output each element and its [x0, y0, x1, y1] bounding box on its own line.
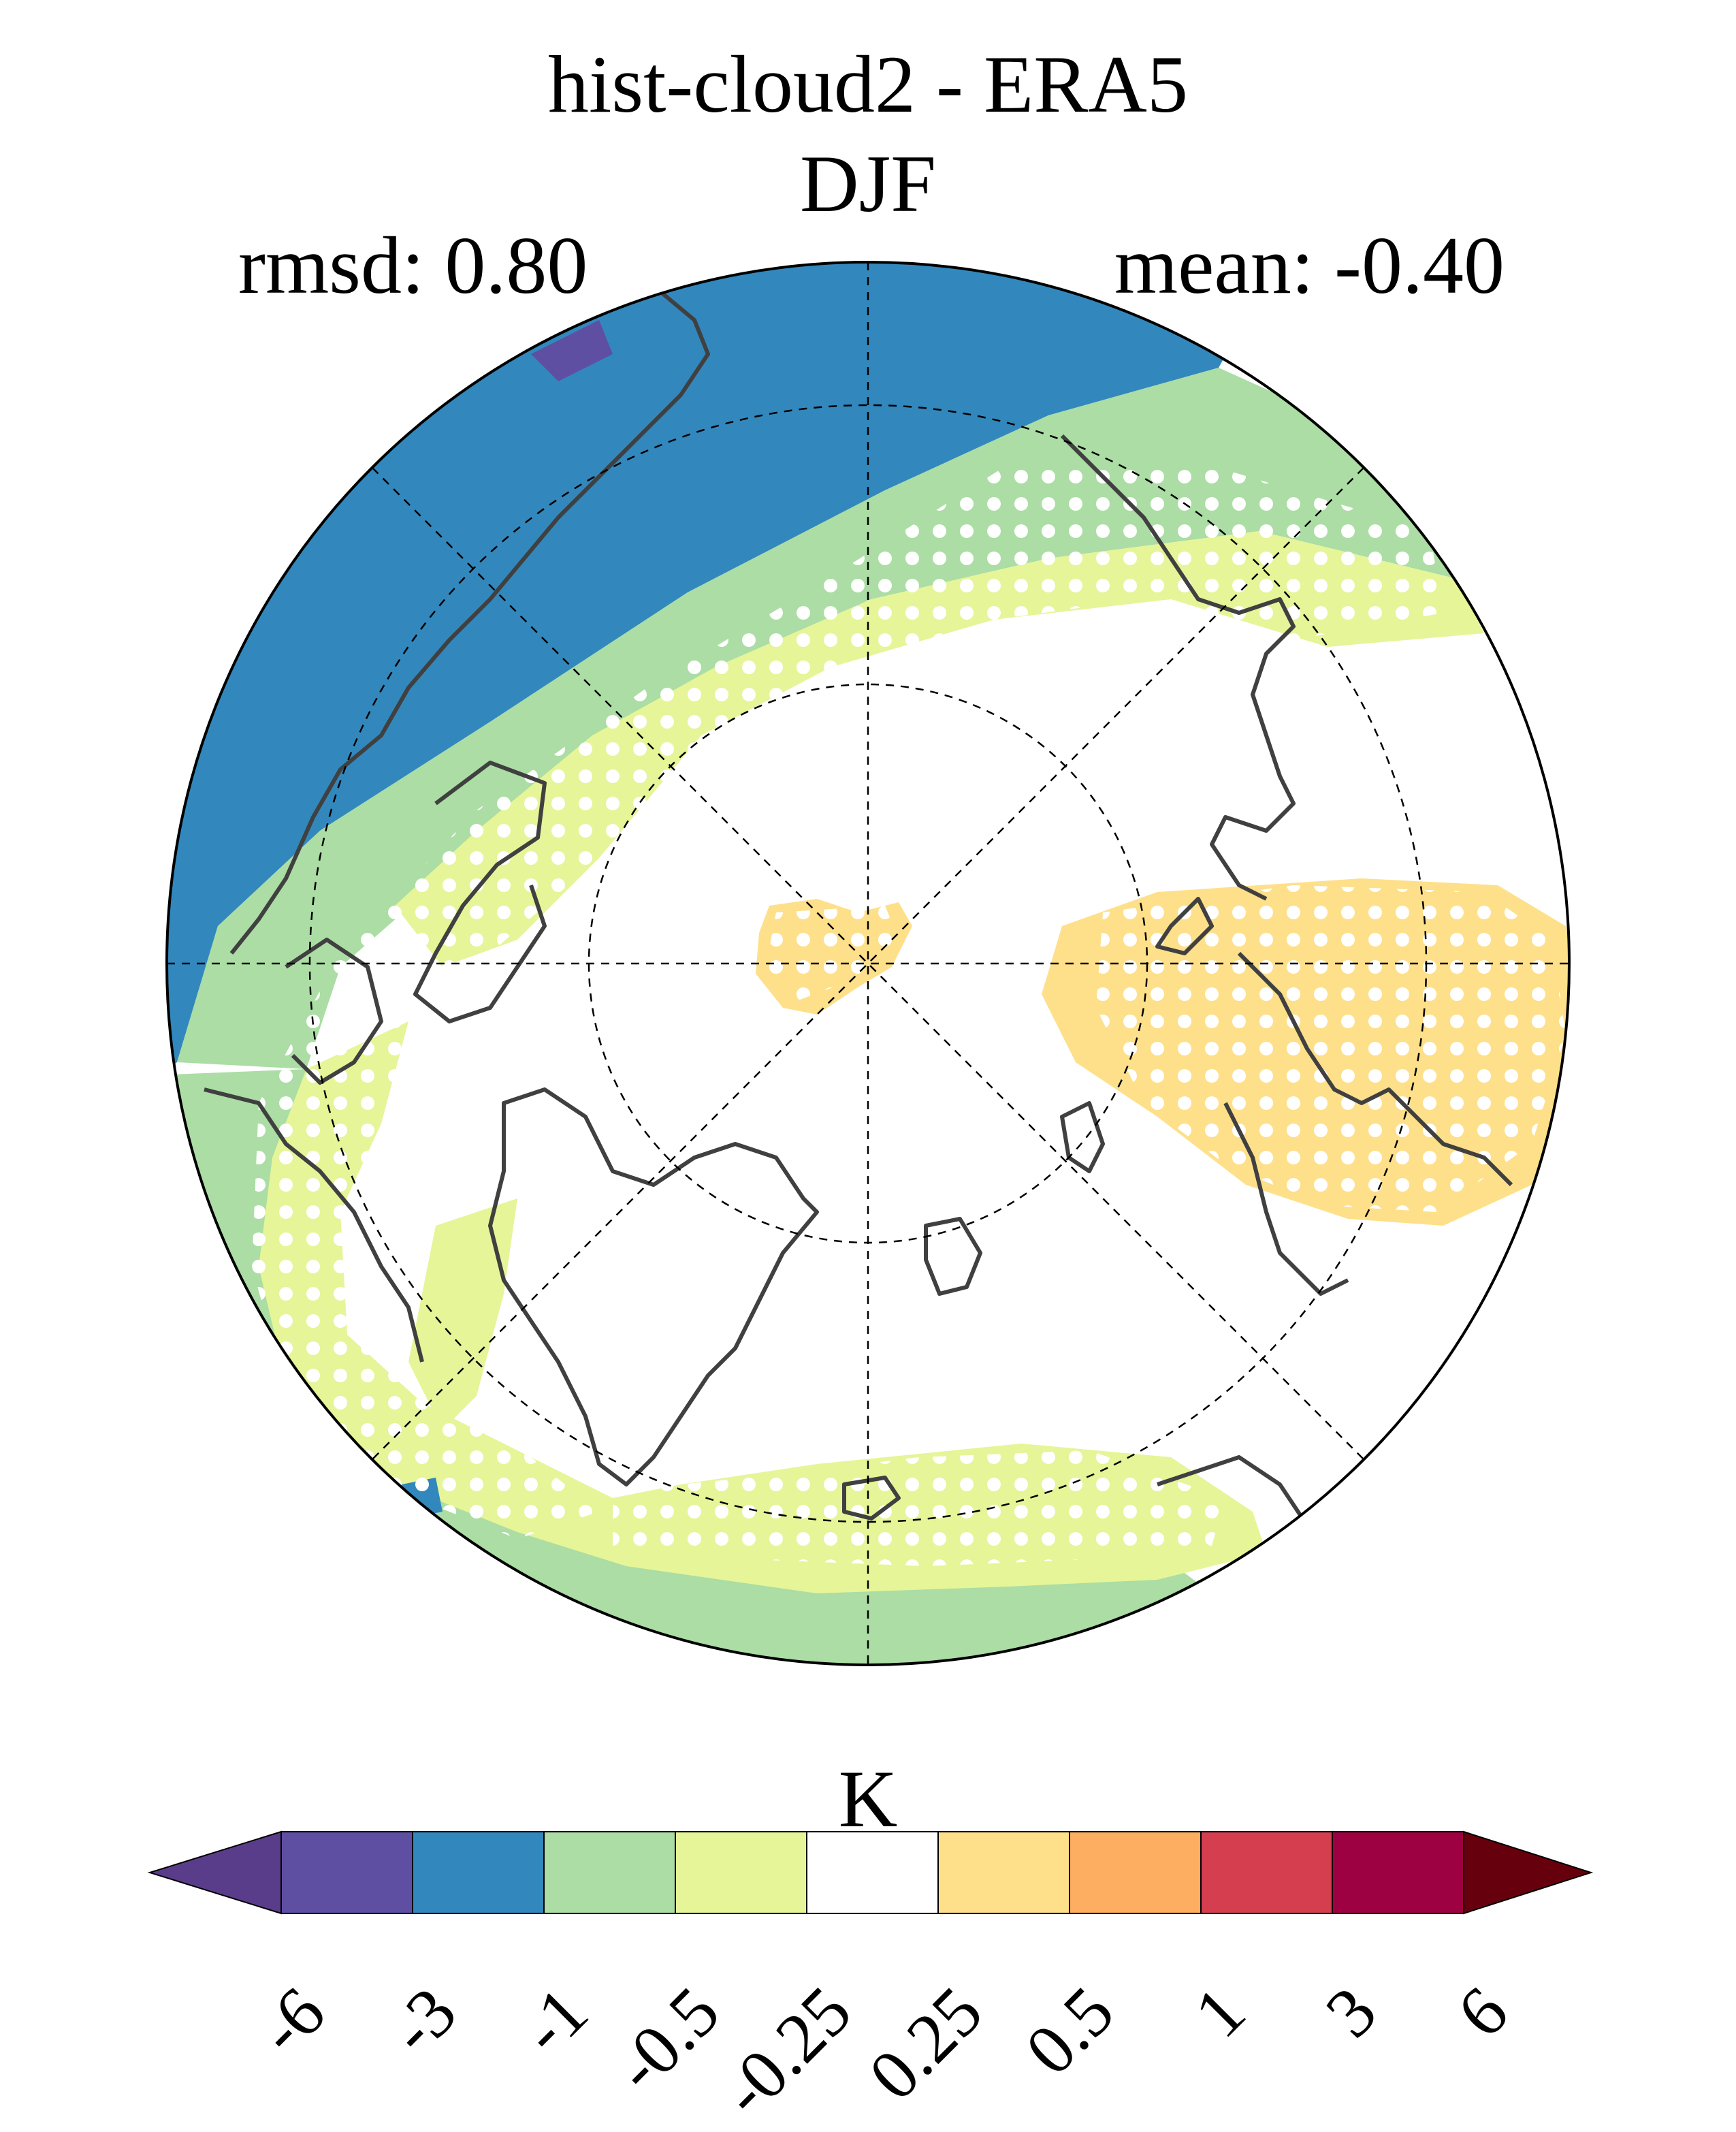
coastline-greenland — [488, 1087, 819, 1486]
coastline-scandinavia — [1237, 951, 1513, 1187]
region-purple-patch — [531, 320, 613, 381]
coastline-baltic — [1223, 1102, 1349, 1296]
map-boundary — [165, 261, 1571, 1666]
coastline-siberia-north — [1060, 434, 1296, 901]
region-pacific-blue — [167, 262, 1280, 1089]
stippling-eurasia — [1096, 885, 1566, 1212]
coastline-labrador — [204, 1087, 424, 1363]
stippling-pacific — [252, 456, 1443, 1539]
stippling-atlantic — [613, 1450, 1225, 1566]
colorbar-label: K — [838, 1753, 898, 1844]
coastline-north-america-west — [229, 284, 710, 955]
graticule — [167, 262, 1569, 1665]
rmsd-label: rmsd: 0.80 — [238, 220, 588, 311]
colorbar-swatch — [1200, 1831, 1333, 1914]
colorbar-swatch — [1332, 1831, 1464, 1914]
colorbar-swatch — [806, 1831, 939, 1914]
coastline-svalbard — [924, 1217, 982, 1296]
coastline-iceland — [842, 1476, 901, 1521]
season-subtitle: DJF — [799, 138, 937, 229]
colorbar-extend-under — [147, 1830, 282, 1915]
colorbar-swatch — [937, 1831, 1070, 1914]
region-greenland-yellow — [408, 1198, 517, 1430]
colorbar-swatch — [280, 1831, 413, 1914]
figure-title: hist-cloud2 - ERA5 — [548, 39, 1188, 129]
coastline-novaya-zemlya — [1060, 1101, 1105, 1173]
colorbar-swatch — [543, 1831, 676, 1914]
colorbar-extend-over — [1463, 1830, 1594, 1915]
colorbar-swatch — [675, 1831, 807, 1914]
coastline-canadian-archipelago — [413, 761, 547, 1023]
colorbar-swatch — [1069, 1831, 1202, 1914]
mean-label: mean: -0.40 — [1114, 220, 1505, 311]
stippling-polar — [766, 906, 899, 1001]
coastline-hudson-bay — [285, 938, 383, 1085]
colorbar-swatch — [412, 1831, 545, 1914]
coastline-taymyr — [1155, 897, 1214, 955]
